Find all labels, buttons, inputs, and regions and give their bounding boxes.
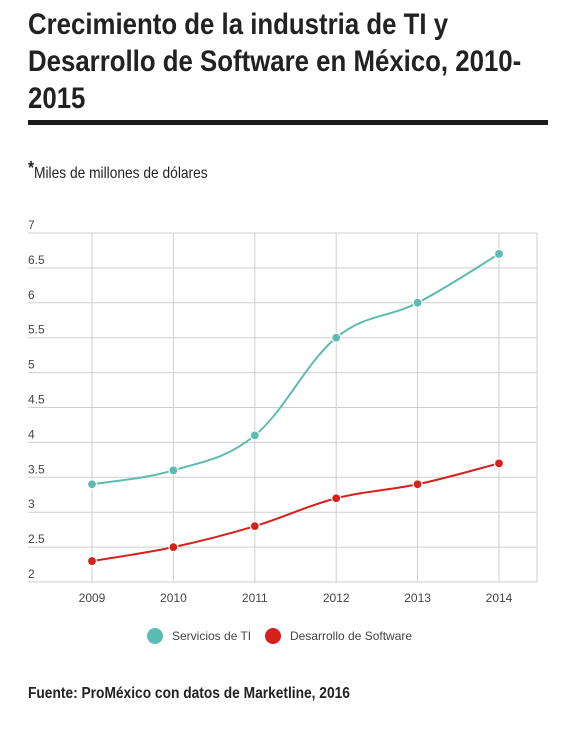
subtitle-text: Miles de millones de dólares (34, 165, 208, 182)
title-line-3: 2015 (28, 82, 86, 115)
y-tick-label: 7 (28, 218, 35, 232)
x-tick-label: 2009 (79, 591, 106, 605)
subtitle-asterisk: * (28, 158, 35, 178)
chart-grid (28, 232, 538, 583)
title-divider (28, 120, 548, 125)
y-tick-label: 4 (28, 427, 35, 441)
y-tick-label: 3.5 (28, 462, 45, 476)
y-tick-label: 2.5 (28, 532, 45, 546)
series-line-desarrollo-de-software (91, 462, 500, 563)
data-point-servicios-de-ti[interactable] (249, 430, 260, 441)
source-note: Fuente: ProMéxico con datos de Marketlin… (28, 685, 350, 702)
data-point-desarrollo-de-software[interactable] (493, 458, 505, 469)
x-tick-label: 2013 (404, 591, 431, 605)
legend-marker[interactable] (147, 628, 163, 644)
x-tick-label: 2012 (323, 591, 350, 605)
y-axis: 2 2.5 3 3.5 4 4.5 5 5.5 6 6.5 7 (28, 218, 45, 581)
data-point-desarrollo-de-software[interactable] (331, 493, 342, 504)
y-tick-label: 6.5 (28, 253, 45, 267)
y-tick-label: 3 (28, 497, 35, 511)
y-tick-label: 5 (28, 358, 35, 372)
series-line-servicios-de-ti (91, 253, 500, 486)
x-tick-label: 2010 (160, 591, 187, 605)
data-point-desarrollo-de-software[interactable] (249, 521, 260, 532)
legend-label[interactable]: Desarrollo de Software (290, 629, 412, 643)
chart-legend: Servicios de TI Desarrollo de Software (147, 628, 412, 644)
chart-subtitle: *Miles de millones de dólares (28, 158, 208, 183)
data-point-servicios-de-ti[interactable] (493, 248, 505, 260)
title-line-1: Crecimiento de la industria de TI y (28, 8, 449, 41)
chart-series (86, 248, 505, 567)
data-point-servicios-de-ti[interactable] (168, 465, 179, 476)
data-point-servicios-de-ti[interactable] (412, 297, 423, 308)
data-point-servicios-de-ti[interactable] (86, 479, 98, 490)
title-line-2: Desarrollo de Software en México, 2010- (28, 45, 522, 78)
y-tick-label: 6 (28, 288, 35, 302)
data-point-desarrollo-de-software[interactable] (412, 479, 423, 490)
data-point-desarrollo-de-software[interactable] (168, 541, 179, 553)
x-axis: 2009 2010 2011 2012 2013 2014 (79, 591, 513, 605)
chart-title: Crecimiento de la industria de TI y Desa… (28, 6, 547, 117)
legend-label[interactable]: Servicios de TI (172, 629, 251, 643)
x-tick-label: 2011 (242, 591, 268, 605)
y-tick-label: 2 (28, 567, 35, 581)
y-tick-label: 4.5 (28, 393, 45, 407)
legend-marker[interactable] (265, 628, 281, 644)
data-point-desarrollo-de-software[interactable] (86, 555, 98, 567)
data-point-servicios-de-ti[interactable] (331, 332, 342, 343)
y-tick-label: 5.5 (28, 323, 45, 337)
x-tick-label: 2014 (486, 591, 513, 605)
